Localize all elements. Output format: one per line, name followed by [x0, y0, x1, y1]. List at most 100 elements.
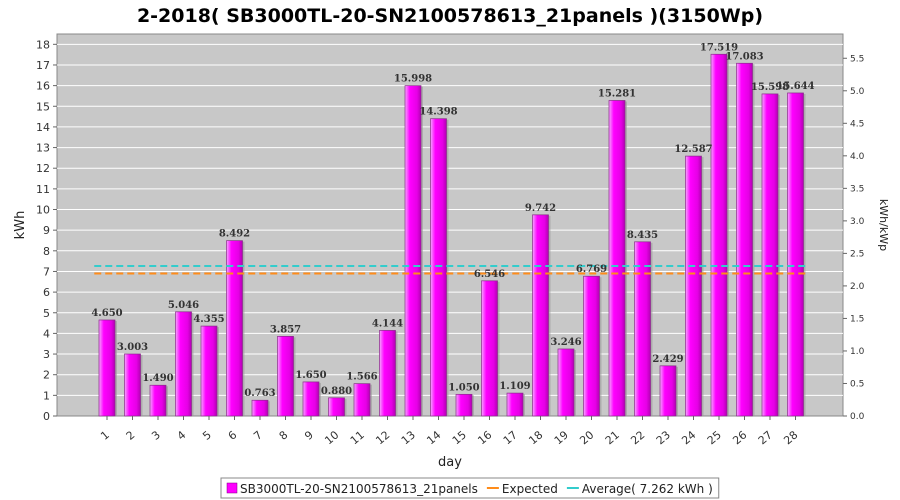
y2-tick-label: 2.5: [850, 249, 864, 259]
bars: [98, 53, 806, 417]
x-tick-label: 13: [399, 428, 418, 447]
x-tick-label: 17: [501, 428, 520, 447]
y-tick-label: 11: [36, 183, 50, 196]
bar-day-15: [455, 393, 473, 417]
bar-day-19: [557, 348, 575, 417]
y2-tick-label: 4.0: [850, 152, 865, 162]
bar-day-18: [532, 214, 549, 417]
x-tick-label: 5: [200, 428, 214, 442]
x-tick-label: 9: [302, 428, 316, 442]
x-tick-label: 14: [424, 428, 443, 447]
bar-value-label: 12.587: [674, 144, 712, 155]
y-tick-label: 1: [43, 389, 50, 402]
x-tick-label: 23: [654, 428, 673, 447]
y2-tick-label: 3.5: [850, 184, 864, 194]
bar-day-3: [149, 384, 167, 417]
x-axis-title: day: [438, 455, 462, 470]
bar-value-label: 15.644: [776, 81, 814, 92]
x-tick-label: 16: [475, 428, 494, 447]
bar-value-label: 8.492: [219, 229, 250, 240]
bar-value-label: 6.769: [576, 264, 607, 275]
bar-value-label: 0.880: [321, 386, 352, 397]
bar-day-5: [200, 325, 218, 417]
x-tick-label: 11: [348, 428, 367, 447]
x-tick-label: 20: [577, 428, 596, 447]
x-tick-label: 3: [149, 428, 163, 442]
legend-box: [220, 477, 720, 499]
bar-day-21: [608, 100, 626, 417]
bar-value-label: 17.083: [725, 51, 763, 62]
legend-series-label: SB3000TL-20-SN2100578613_21panels: [240, 482, 478, 496]
x-tick-label: 22: [628, 428, 647, 447]
x-tick-label: 1: [98, 428, 112, 442]
bar-day-8: [277, 336, 294, 417]
bar-day-14: [430, 118, 447, 417]
bar-value-label: 1.566: [346, 372, 377, 383]
y-tick-label: 16: [36, 80, 50, 93]
bar-value-label: 15.598: [751, 82, 789, 93]
y-tick-label: 5: [43, 307, 50, 320]
x-tick-label: 19: [552, 428, 571, 447]
bar-day-17: [506, 392, 524, 417]
legend-swatch-series: [226, 482, 238, 494]
bar-day-16: [481, 280, 498, 417]
bar-value-label: 14.398: [419, 107, 457, 118]
y2-tick-label: 0.5: [850, 379, 864, 389]
y2-tick-label: 4.5: [850, 119, 864, 129]
y2-tick-label: 5.0: [850, 87, 865, 97]
bar-value-label: 3.857: [270, 324, 301, 335]
y-tick-label: 7: [43, 265, 50, 278]
chart-title: 2-2018( SB3000TL-20-SN2100578613_21panel…: [137, 5, 763, 27]
bar-value-label: 0.763: [244, 388, 275, 399]
legend-average-label: Average( 7.262 kWh ): [582, 482, 713, 496]
bar-value-label: 2.429: [652, 354, 683, 365]
y-tick-label: 8: [43, 245, 50, 258]
x-tick-label: 28: [781, 428, 800, 447]
bar-day-24: [685, 155, 702, 417]
bar-day-27: [761, 93, 779, 417]
x-tick-label: 27: [756, 428, 775, 447]
bar-day-26: [736, 62, 753, 417]
y-tick-label: 13: [36, 142, 50, 155]
bar-day-7: [251, 399, 269, 417]
y-tick-label: 9: [43, 224, 50, 237]
reference-lines: [94, 265, 809, 275]
y-tick-label: 15: [36, 100, 50, 113]
y-tick-label: 6: [43, 286, 50, 299]
bar-value-label: 1.050: [448, 382, 479, 393]
bar-value-label: 1.490: [142, 373, 173, 384]
bar-value-label: 6.546: [474, 269, 505, 280]
x-tick-label: 15: [450, 428, 469, 447]
y-tick-label: 2: [43, 369, 50, 382]
x-tick-label: 2: [124, 428, 138, 442]
bar-day-11: [353, 383, 371, 417]
bar-day-2: [124, 353, 141, 417]
y-axis-title: kWh: [13, 211, 28, 240]
bar-day-23: [659, 365, 677, 417]
y-tick-label: 14: [36, 121, 50, 134]
bar-day-28: [787, 92, 804, 417]
y-tick-label: 10: [36, 204, 50, 217]
y2-axis-ticks: 0.0 0.5 1.0 1.5 2.0 2.5 3.0 3.5 4.0 4.5 5.0 5.5: [843, 54, 865, 422]
bar-value-label: 3.003: [117, 342, 148, 353]
bar-day-4: [175, 311, 192, 417]
bar-day-12: [379, 330, 396, 417]
y2-tick-label: 0.0: [850, 412, 865, 422]
x-tick-label: 26: [730, 428, 749, 447]
x-tick-label: 10: [322, 428, 341, 447]
x-tick-label: 4: [175, 428, 189, 442]
x-tick-label: 7: [251, 428, 265, 442]
x-tick-label: 21: [603, 428, 622, 447]
bar-day-22: [634, 241, 651, 417]
y-tick-label: 0: [43, 410, 50, 423]
bar-day-10: [328, 397, 345, 417]
bar-value-label: 3.246: [550, 337, 581, 348]
x-tick-label: 12: [373, 428, 392, 447]
bar-day-9: [302, 381, 320, 417]
bar-value-label: 4.144: [372, 318, 403, 329]
x-axis-ticks: 1 2 3 4 5 6 7 8 9 10 11 12 13 14 15 16 17 18 19 20 21 22 23 24 2…: [98, 416, 800, 447]
x-tick-label: 25: [705, 428, 724, 447]
y2-tick-label: 2.0: [850, 282, 865, 292]
y2-axis-title: kWh/kWp: [877, 199, 890, 251]
